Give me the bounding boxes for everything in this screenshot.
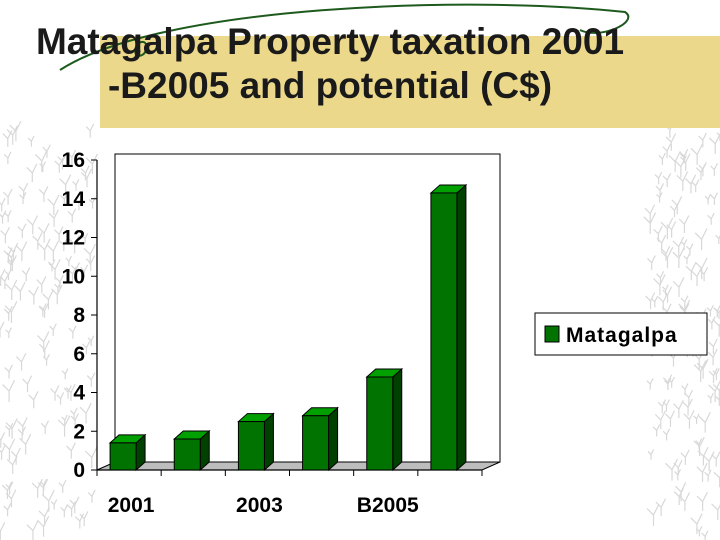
bar-1 bbox=[172, 429, 211, 472]
y-tick-label: 6 bbox=[73, 343, 85, 366]
y-tick-label: 16 bbox=[62, 149, 85, 172]
bar-front bbox=[366, 376, 394, 471]
legend-box bbox=[534, 312, 708, 356]
bar-side bbox=[328, 406, 339, 472]
legend-label-matagalpa: Matagalpa bbox=[566, 324, 678, 347]
x-axis-ticks: 2001 2003 B2005 bbox=[96, 470, 483, 517]
x-tick-label: 2003 bbox=[236, 494, 283, 517]
bar-5 bbox=[429, 183, 468, 472]
x-tick-label: 2001 bbox=[108, 494, 155, 517]
bar-front bbox=[173, 438, 201, 471]
y-tick-label: 2 bbox=[73, 420, 85, 443]
bar-4 bbox=[365, 367, 404, 472]
bar-3 bbox=[301, 406, 339, 472]
bar-side bbox=[392, 367, 403, 472]
bar-front bbox=[302, 415, 330, 471]
bar-0 bbox=[108, 433, 147, 472]
bars bbox=[108, 183, 468, 472]
bar-side bbox=[263, 412, 274, 472]
bar-front bbox=[237, 421, 265, 471]
title-line-2: -B2005 and potential (C$) bbox=[107, 65, 553, 106]
legend: Matagalpa bbox=[534, 312, 708, 356]
y-tick-label: 12 bbox=[62, 227, 85, 250]
y-tick-label: 8 bbox=[73, 304, 85, 327]
title-band bbox=[100, 36, 720, 128]
bar-side bbox=[456, 183, 467, 472]
bar-2 bbox=[237, 412, 275, 472]
swoosh-decoration bbox=[59, 3, 629, 71]
x-tick-label: B2005 bbox=[357, 494, 419, 517]
legend-swatch bbox=[544, 325, 560, 343]
bar-front bbox=[430, 192, 458, 471]
y-axis-ticks: 0 2 4 6 8 10 12 14 16 bbox=[62, 149, 97, 482]
y-tick-label: 0 bbox=[73, 459, 85, 482]
bar-front bbox=[109, 442, 137, 471]
slide-title: Matagalpa Property taxation 2001 -B2005 … bbox=[0, 20, 660, 108]
title-line-1: Matagalpa Property taxation 2001 bbox=[35, 21, 625, 62]
y-tick-label: 10 bbox=[62, 265, 85, 288]
y-tick-label: 4 bbox=[73, 382, 85, 405]
y-tick-label: 14 bbox=[62, 188, 86, 211]
